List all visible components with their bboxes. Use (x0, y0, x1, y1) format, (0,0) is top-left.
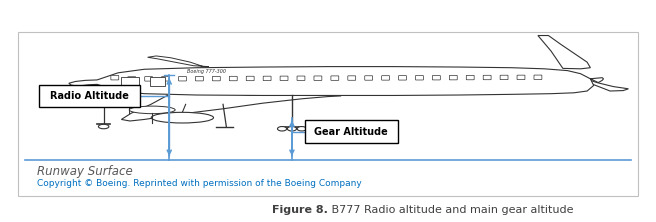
FancyBboxPatch shape (145, 77, 153, 81)
Polygon shape (538, 36, 590, 69)
Text: Radio Altitude: Radio Altitude (50, 91, 129, 101)
Polygon shape (69, 67, 604, 95)
Ellipse shape (287, 127, 297, 131)
Text: Figure 8.: Figure 8. (272, 205, 328, 215)
Text: Copyright © Boeing. Reprinted with permission of the Boeing Company: Copyright © Boeing. Reprinted with permi… (37, 179, 361, 188)
FancyBboxPatch shape (161, 77, 169, 81)
FancyBboxPatch shape (466, 75, 474, 80)
Ellipse shape (129, 106, 175, 114)
FancyBboxPatch shape (399, 76, 407, 80)
Text: Boeing 777-300: Boeing 777-300 (187, 69, 226, 73)
FancyBboxPatch shape (331, 76, 338, 80)
FancyBboxPatch shape (121, 77, 139, 86)
FancyBboxPatch shape (348, 76, 356, 80)
Ellipse shape (297, 127, 306, 131)
FancyBboxPatch shape (415, 75, 423, 80)
FancyBboxPatch shape (517, 75, 525, 79)
FancyBboxPatch shape (195, 76, 203, 81)
FancyBboxPatch shape (111, 75, 119, 80)
FancyBboxPatch shape (246, 76, 254, 81)
Text: B777 Radio altitude and main gear altitude: B777 Radio altitude and main gear altitu… (328, 205, 573, 215)
FancyBboxPatch shape (128, 77, 136, 81)
FancyBboxPatch shape (534, 75, 542, 79)
Ellipse shape (152, 112, 214, 123)
Ellipse shape (277, 127, 287, 131)
FancyBboxPatch shape (432, 75, 440, 80)
FancyBboxPatch shape (263, 76, 271, 81)
FancyBboxPatch shape (213, 76, 220, 81)
Text: Gear Altitude: Gear Altitude (314, 127, 388, 137)
Ellipse shape (98, 124, 109, 129)
FancyBboxPatch shape (297, 76, 305, 80)
FancyBboxPatch shape (314, 76, 322, 80)
FancyBboxPatch shape (150, 77, 165, 86)
FancyBboxPatch shape (39, 85, 140, 107)
FancyBboxPatch shape (178, 77, 186, 81)
FancyBboxPatch shape (382, 76, 390, 80)
Polygon shape (121, 89, 341, 121)
Text: Runway Surface: Runway Surface (37, 165, 133, 178)
FancyBboxPatch shape (449, 75, 457, 80)
Polygon shape (584, 80, 628, 91)
FancyBboxPatch shape (483, 75, 491, 80)
FancyBboxPatch shape (280, 76, 288, 81)
FancyBboxPatch shape (305, 120, 398, 143)
FancyBboxPatch shape (365, 76, 373, 80)
Polygon shape (148, 56, 209, 67)
FancyBboxPatch shape (18, 32, 638, 196)
FancyBboxPatch shape (230, 76, 237, 81)
FancyBboxPatch shape (500, 75, 508, 80)
